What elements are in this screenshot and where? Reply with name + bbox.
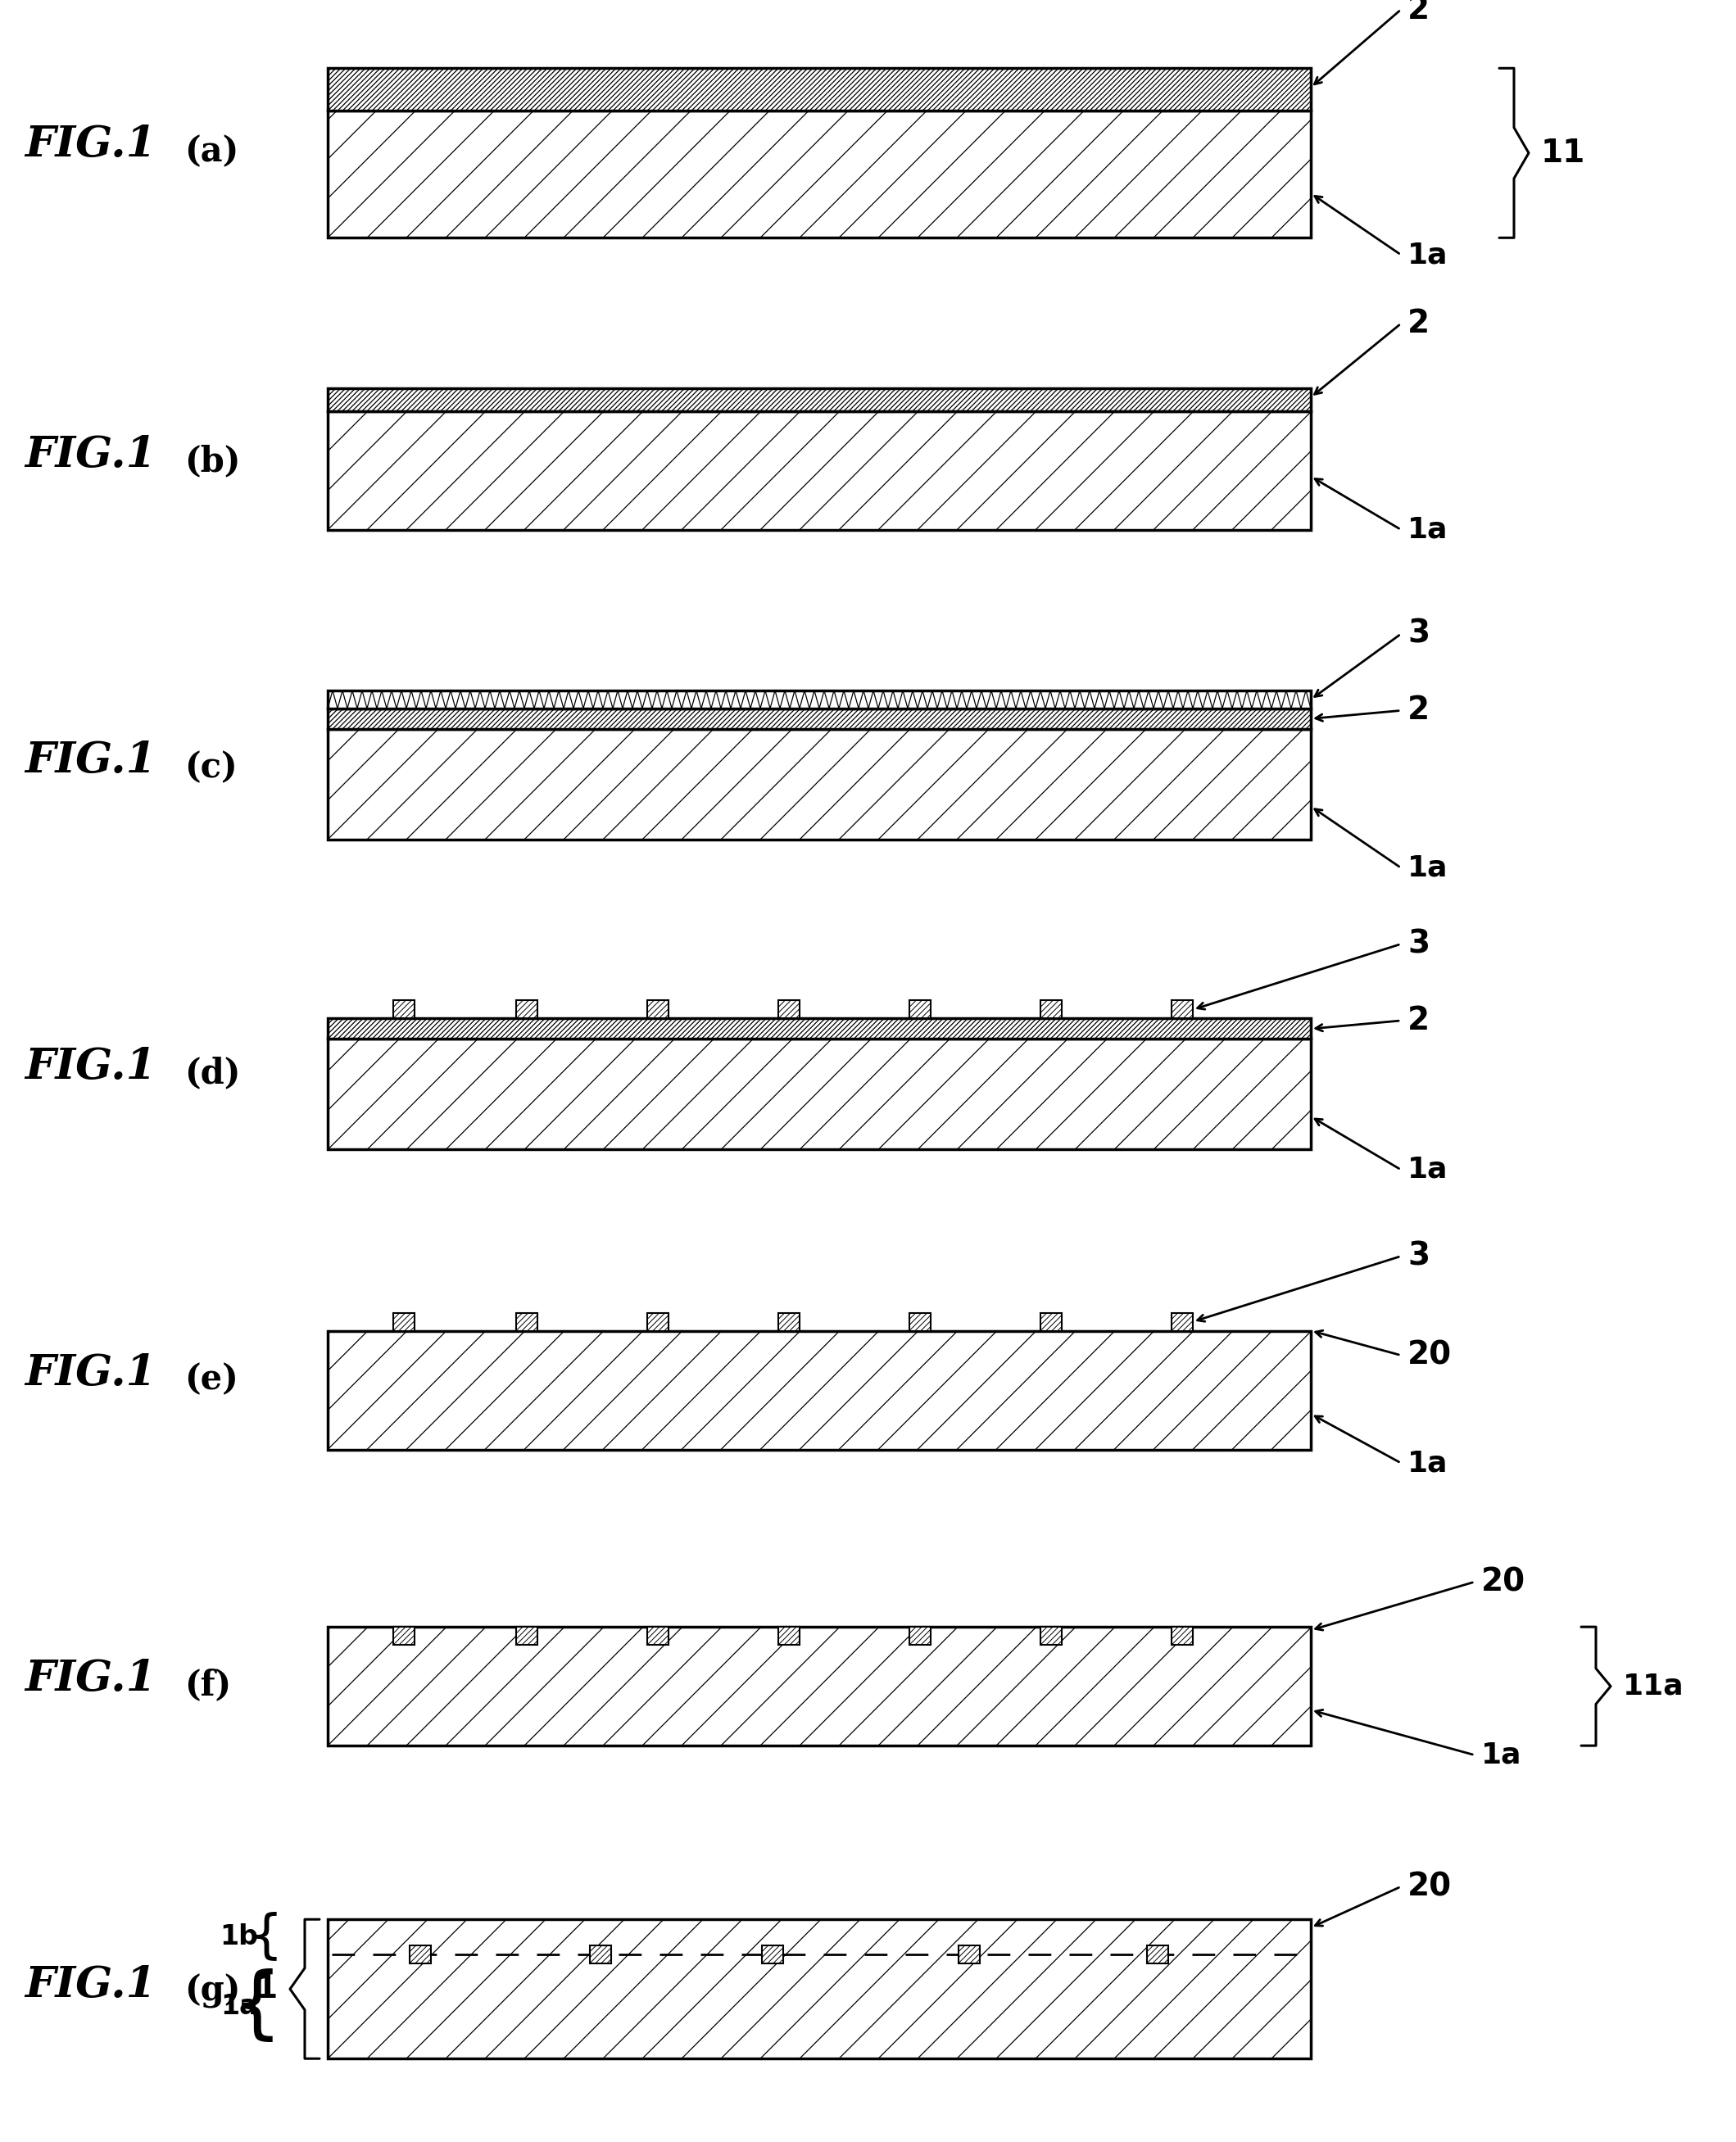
Bar xyxy=(328,709,1311,728)
Bar xyxy=(910,1628,930,1645)
Text: (e): (e) xyxy=(184,1362,238,1397)
Text: {: { xyxy=(250,1911,283,1962)
Bar xyxy=(778,1313,800,1330)
Bar xyxy=(1147,1945,1168,1964)
Text: 11a: 11a xyxy=(1623,1673,1684,1701)
Bar xyxy=(328,411,1311,529)
Bar xyxy=(1040,1628,1062,1645)
Text: 1a: 1a xyxy=(1408,855,1448,883)
Text: (g): (g) xyxy=(184,1975,241,2009)
Text: {: { xyxy=(233,1968,283,2043)
Bar xyxy=(394,1628,415,1645)
Text: 20: 20 xyxy=(1481,1566,1526,1598)
Text: 1a: 1a xyxy=(1408,516,1448,544)
Bar xyxy=(1172,1313,1193,1330)
Text: FIG.1: FIG.1 xyxy=(24,1964,156,2005)
Text: FIG.1: FIG.1 xyxy=(24,1352,156,1394)
Text: (b): (b) xyxy=(184,443,241,478)
Bar xyxy=(328,1039,1311,1150)
Text: FIG.1: FIG.1 xyxy=(24,435,156,476)
Text: FIG.1: FIG.1 xyxy=(24,1045,156,1088)
Bar xyxy=(516,1628,538,1645)
Bar xyxy=(328,1330,1311,1450)
Bar xyxy=(328,1628,1311,1746)
Bar xyxy=(394,1313,415,1330)
Text: FIG.1: FIG.1 xyxy=(24,124,156,165)
Bar xyxy=(1172,1628,1193,1645)
Text: (d): (d) xyxy=(184,1056,241,1090)
Bar xyxy=(516,1313,538,1330)
Bar xyxy=(1040,1313,1062,1330)
Text: 1a: 1a xyxy=(1408,1157,1448,1185)
Bar xyxy=(328,111,1311,238)
Text: 1a: 1a xyxy=(1408,240,1448,268)
Text: (a): (a) xyxy=(184,135,240,169)
Text: 2: 2 xyxy=(1408,308,1430,338)
Text: 20: 20 xyxy=(1408,1872,1451,1902)
Text: 3: 3 xyxy=(1408,927,1430,960)
Bar xyxy=(778,1628,800,1645)
Bar xyxy=(516,1000,538,1020)
Text: 2: 2 xyxy=(1408,0,1430,26)
Bar xyxy=(410,1945,431,1964)
Bar xyxy=(394,1000,415,1020)
Text: 11: 11 xyxy=(1542,137,1585,169)
Text: 1a: 1a xyxy=(1408,1450,1448,1478)
Text: 1a: 1a xyxy=(220,1992,259,2020)
Bar xyxy=(328,728,1311,840)
Text: (f): (f) xyxy=(184,1669,231,1703)
Bar xyxy=(648,1628,668,1645)
Bar xyxy=(1040,1000,1062,1020)
Bar xyxy=(910,1000,930,1020)
Text: 20: 20 xyxy=(1408,1339,1451,1371)
Bar xyxy=(590,1945,611,1964)
Bar xyxy=(328,1919,1311,2058)
Text: 3: 3 xyxy=(1408,619,1430,649)
Text: 2: 2 xyxy=(1408,1005,1430,1037)
Bar xyxy=(328,388,1311,411)
Bar xyxy=(778,1000,800,1020)
Bar xyxy=(648,1313,668,1330)
Text: FIG.1: FIG.1 xyxy=(24,1658,156,1701)
Bar xyxy=(958,1945,979,1964)
Bar xyxy=(328,69,1311,111)
Text: (c): (c) xyxy=(184,750,238,784)
Text: 1a: 1a xyxy=(1481,1741,1522,1769)
Bar xyxy=(648,1000,668,1020)
Text: FIG.1: FIG.1 xyxy=(24,739,156,782)
Bar xyxy=(1172,1000,1193,1020)
Bar xyxy=(328,1020,1311,1039)
Text: 3: 3 xyxy=(1408,1240,1430,1272)
Text: 1: 1 xyxy=(255,1973,278,2005)
Text: 1b: 1b xyxy=(219,1924,259,1949)
Text: 2: 2 xyxy=(1408,694,1430,726)
Bar xyxy=(762,1945,783,1964)
Bar xyxy=(910,1313,930,1330)
Bar xyxy=(328,690,1311,709)
